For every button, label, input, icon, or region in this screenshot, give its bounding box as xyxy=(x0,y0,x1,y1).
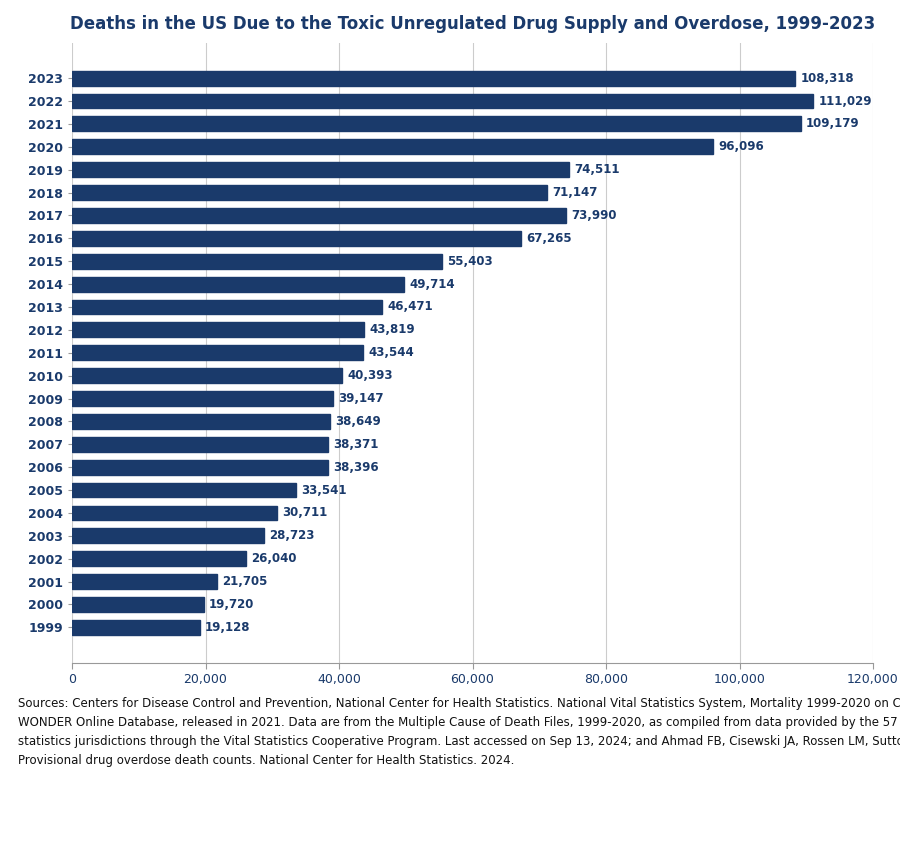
Text: 67,265: 67,265 xyxy=(526,232,572,245)
Bar xyxy=(72,231,521,246)
Text: 46,471: 46,471 xyxy=(388,301,433,314)
Bar xyxy=(72,391,333,406)
Bar xyxy=(72,414,330,429)
Bar xyxy=(72,529,264,543)
Title: Deaths in the US Due to the Toxic Unregulated Drug Supply and Overdose, 1999-202: Deaths in the US Due to the Toxic Unregu… xyxy=(70,14,875,32)
Text: 21,705: 21,705 xyxy=(222,575,267,588)
Text: 108,318: 108,318 xyxy=(800,71,854,85)
Text: 55,403: 55,403 xyxy=(447,255,493,268)
Bar xyxy=(72,322,364,337)
Bar xyxy=(72,574,217,589)
Text: 40,393: 40,393 xyxy=(347,369,392,382)
Bar xyxy=(72,345,363,360)
Bar xyxy=(72,620,200,635)
Bar xyxy=(72,276,404,292)
Bar xyxy=(72,139,714,154)
Text: Sources: Centers for Disease Control and Prevention, National Center for Health : Sources: Centers for Disease Control and… xyxy=(18,697,900,767)
Bar xyxy=(72,597,203,612)
Text: 71,147: 71,147 xyxy=(553,186,598,199)
Text: 39,147: 39,147 xyxy=(338,392,384,405)
Bar xyxy=(72,437,328,451)
Bar xyxy=(72,71,795,86)
Text: 19,720: 19,720 xyxy=(209,598,255,611)
Text: 109,179: 109,179 xyxy=(806,117,859,130)
Bar xyxy=(72,162,570,177)
Text: 30,711: 30,711 xyxy=(283,507,328,519)
Text: 38,396: 38,396 xyxy=(334,461,379,473)
Bar xyxy=(72,116,801,132)
Bar xyxy=(72,460,328,474)
Bar xyxy=(72,552,246,566)
Text: 49,714: 49,714 xyxy=(410,278,454,291)
Text: 38,649: 38,649 xyxy=(336,415,381,428)
Text: 38,371: 38,371 xyxy=(334,438,379,450)
Text: 33,541: 33,541 xyxy=(302,484,346,496)
Bar xyxy=(72,368,342,383)
Text: 111,029: 111,029 xyxy=(818,94,872,108)
Bar xyxy=(72,185,547,200)
Bar xyxy=(72,299,382,314)
Bar xyxy=(72,94,813,109)
Text: 28,723: 28,723 xyxy=(269,530,314,542)
Bar xyxy=(72,254,442,269)
Bar xyxy=(72,483,296,497)
Bar xyxy=(72,506,277,520)
Bar xyxy=(72,208,566,223)
Text: 43,544: 43,544 xyxy=(368,346,414,360)
Text: 19,128: 19,128 xyxy=(205,620,250,634)
Text: 96,096: 96,096 xyxy=(719,140,764,153)
Text: 26,040: 26,040 xyxy=(251,552,297,565)
Text: 73,990: 73,990 xyxy=(572,209,616,222)
Text: 43,819: 43,819 xyxy=(370,323,416,337)
Text: 74,511: 74,511 xyxy=(575,163,620,176)
